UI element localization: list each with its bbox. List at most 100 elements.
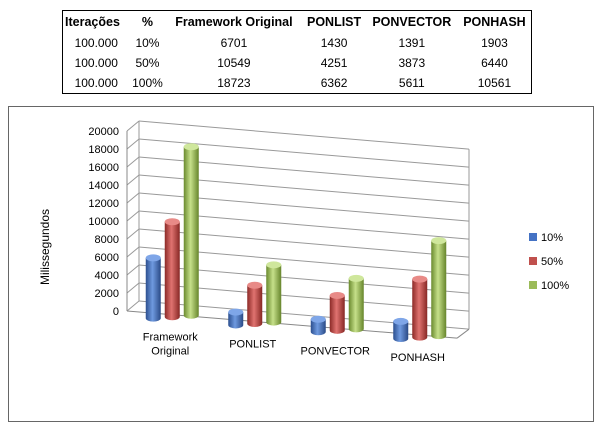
table-cell: 6362 xyxy=(320,76,348,90)
bar-body xyxy=(145,257,161,322)
gridline xyxy=(126,246,140,258)
bar-body xyxy=(266,264,282,326)
bar-body xyxy=(348,278,364,333)
table-cell: 1430 xyxy=(320,36,348,50)
bar-top xyxy=(145,254,161,262)
y-tick-label: 8000 xyxy=(95,234,119,246)
table-header: Iterações xyxy=(65,15,120,29)
y-tick-label: 6000 xyxy=(95,252,119,264)
gridline xyxy=(126,228,140,240)
table-header-row: Iterações % Framework Original PONLIST P… xyxy=(63,11,532,34)
y-tick-label: 0 xyxy=(113,306,119,318)
bar xyxy=(266,261,282,326)
y-tick-label: 14000 xyxy=(88,180,119,192)
bar-top xyxy=(329,291,345,299)
bar xyxy=(393,317,409,343)
table-header: PONHASH xyxy=(463,15,526,29)
y-tick-label: 18000 xyxy=(88,144,119,156)
bar-body xyxy=(228,312,244,329)
y-tick-label: 12000 xyxy=(88,198,119,210)
gridline xyxy=(126,156,140,168)
gridline xyxy=(138,120,470,150)
table-cell: 1391 xyxy=(398,36,426,50)
y-tick-label: 20000 xyxy=(88,126,119,138)
bar xyxy=(412,275,428,341)
bar-body xyxy=(183,146,199,319)
table-cell: 10% xyxy=(135,36,160,50)
chart-frame: Milissegundos 0 2000 4000 6000 8000 10000 1200… xyxy=(8,106,594,422)
gridline xyxy=(126,138,140,150)
table-cell: 10549 xyxy=(217,56,251,70)
table-header: % xyxy=(141,15,154,29)
legend-label: 100% xyxy=(541,280,569,292)
bar-top xyxy=(266,261,282,269)
table-cell: 18723 xyxy=(217,76,251,90)
y-tick-label: 2000 xyxy=(95,288,119,300)
table-cell: 100% xyxy=(132,76,163,90)
bar-top xyxy=(183,143,199,151)
table-cell: 10561 xyxy=(477,76,512,90)
legend-swatch xyxy=(529,257,537,265)
bar-top xyxy=(164,218,180,226)
bar xyxy=(228,308,244,329)
table-row: 100.000 50% 10549 4251 3873 6440 xyxy=(63,53,532,73)
table-cell: 5611 xyxy=(398,76,425,90)
table-cell: 6701 xyxy=(220,36,248,50)
table-cell: 4251 xyxy=(320,56,348,70)
bar xyxy=(431,237,447,340)
table-cell: 1903 xyxy=(481,36,508,50)
y-tick-label: 16000 xyxy=(88,162,119,174)
y-tick-label: 10000 xyxy=(88,216,119,228)
bar-body xyxy=(247,285,263,328)
bar-top xyxy=(393,317,409,325)
x-category-label-line: Original xyxy=(151,346,189,358)
bar xyxy=(247,281,263,328)
bar-body xyxy=(412,279,428,341)
bar-body xyxy=(393,321,409,343)
legend-label: 50% xyxy=(541,256,563,268)
bar xyxy=(310,315,326,336)
legend-swatch xyxy=(529,233,537,241)
bar-chart: Milissegundos 0 2000 4000 6000 8000 10000 1200… xyxy=(38,120,569,364)
bar xyxy=(348,274,364,333)
bar xyxy=(329,291,345,334)
gridline xyxy=(126,192,140,204)
bar-body xyxy=(310,319,326,336)
gridline xyxy=(126,210,140,222)
table-cell: 100.000 xyxy=(74,36,118,50)
x-category-label-line: Framework xyxy=(143,332,199,344)
bar xyxy=(164,218,180,321)
table-header: Framework Original xyxy=(175,15,293,29)
gridline xyxy=(126,300,140,312)
bar-body xyxy=(431,240,447,340)
x-category-label: Framework Original xyxy=(143,332,199,358)
table-header: PONVECTOR xyxy=(372,15,452,29)
bar-top xyxy=(431,237,447,245)
y-tick-label: 4000 xyxy=(95,270,119,282)
bar-top xyxy=(348,274,364,282)
table-row: 100.000 100% 18723 6362 5611 10561 xyxy=(63,73,532,94)
bar-body xyxy=(164,221,180,321)
bar-top xyxy=(247,281,263,289)
bar xyxy=(183,143,199,319)
results-table: Iterações % Framework Original PONLIST P… xyxy=(62,10,532,94)
bar-top xyxy=(412,275,428,283)
gridline xyxy=(126,282,140,294)
table-cell: 100.000 xyxy=(74,76,118,90)
x-category-label: PONHASH xyxy=(391,352,445,364)
gridline xyxy=(126,264,140,276)
table-cell: 3873 xyxy=(398,56,426,70)
bar-top xyxy=(310,315,326,323)
table-header: PONLIST xyxy=(306,15,362,29)
legend-swatch xyxy=(529,281,537,289)
x-category-label: PONLIST xyxy=(229,339,276,351)
x-category-label: PONVECTOR xyxy=(301,345,371,357)
gridline xyxy=(126,174,140,186)
gridline xyxy=(126,120,140,132)
table-cell: 100.000 xyxy=(74,56,118,70)
bar-body xyxy=(329,295,345,334)
table-cell: 6440 xyxy=(481,56,508,70)
table-row: 100.000 10% 6701 1430 1391 1903 xyxy=(63,33,532,53)
floor-edge xyxy=(456,328,470,339)
bar xyxy=(145,254,161,322)
